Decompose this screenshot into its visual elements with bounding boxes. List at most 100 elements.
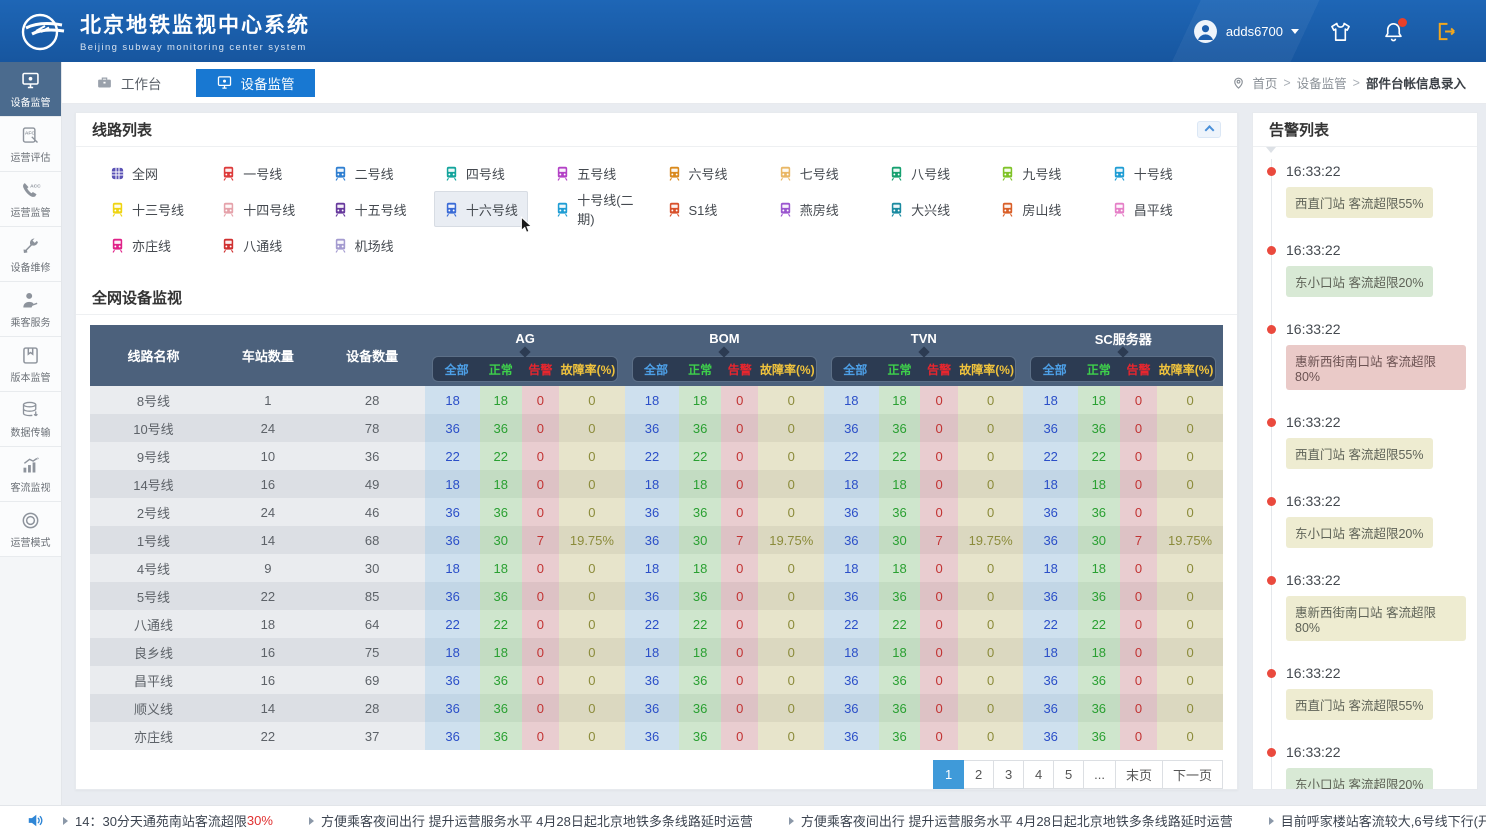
sidebar-item-数据传输[interactable]: 数据传输: [0, 392, 61, 447]
line-item-四号线[interactable]: 四号线: [434, 155, 515, 191]
table-row-9号线[interactable]: 9号线1036222200222200222200222200: [90, 442, 1223, 470]
line-item-八通线[interactable]: 八通线: [211, 227, 292, 263]
cell-line-name: 4号线: [90, 554, 217, 582]
alarm-item[interactable]: 16:33:22东小口站 客流超限20%: [1253, 242, 1467, 297]
page-button-5[interactable]: 5: [1053, 760, 1084, 789]
cell-value: 0: [1157, 470, 1223, 498]
cell-value: 36: [679, 722, 721, 750]
table-row-2号线[interactable]: 2号线2446363600363600363600363600: [90, 498, 1223, 526]
breadcrumb-item[interactable]: 首页: [1252, 73, 1277, 92]
line-item-昌平线[interactable]: 昌平线: [1102, 191, 1183, 227]
alarm-item[interactable]: 16:33:22西直门站 客流超限55%: [1253, 414, 1467, 469]
ticker-arrow-icon: [789, 817, 794, 825]
breadcrumb-item[interactable]: 设备监管: [1297, 73, 1347, 92]
cell-value: 0: [522, 582, 559, 610]
user-menu[interactable]: adds6700: [1193, 19, 1299, 44]
line-item-房山线[interactable]: 房山线: [990, 191, 1071, 227]
table-row-14号线[interactable]: 14号线1649181800181800181800181800: [90, 470, 1223, 498]
page-button-4[interactable]: 4: [1023, 760, 1054, 789]
cell-value: 0: [758, 610, 824, 638]
page-button-末页[interactable]: 末页: [1115, 760, 1163, 789]
cell-value: 7: [522, 526, 559, 554]
sidebar-item-乘客服务[interactable]: 乘客服务: [0, 282, 61, 337]
avatar-icon: [1193, 19, 1218, 44]
line-name: 六号线: [689, 164, 728, 183]
subcolumn-header: 正常: [480, 352, 522, 386]
table-row-8号线[interactable]: 8号线128181800181800181800181800: [90, 386, 1223, 414]
cell-value: 0: [1157, 694, 1223, 722]
line-item-九号线[interactable]: 九号线: [990, 155, 1071, 191]
tab-设备监管[interactable]: 设备监管: [196, 69, 315, 97]
sidebar-item-客流监视[interactable]: 客流监视: [0, 447, 61, 502]
notifications-button[interactable]: [1382, 20, 1405, 43]
line-item-二号线[interactable]: 二号线: [323, 155, 404, 191]
alarm-item[interactable]: 16:33:22东小口站 客流超限20%: [1253, 744, 1467, 790]
line-item-十五号线[interactable]: 十五号线: [323, 191, 417, 227]
table-row-八通线[interactable]: 八通线1864222200222200222200222200: [90, 610, 1223, 638]
alarm-item[interactable]: 16:33:22惠新西街南口站 客流超限80%: [1253, 572, 1467, 641]
page-button-3[interactable]: 3: [993, 760, 1024, 789]
group-header-SC服务器: SC服务器: [1023, 325, 1223, 352]
alarm-time: 16:33:22: [1286, 665, 1467, 681]
table-row-顺义线[interactable]: 顺义线1428363600363600363600363600: [90, 694, 1223, 722]
cell-value: 0: [920, 694, 957, 722]
table-row-4号线[interactable]: 4号线930181800181800181800181800: [90, 554, 1223, 582]
sidebar-item-设备维修[interactable]: 设备维修: [0, 227, 61, 282]
alarm-item[interactable]: 16:33:22西直门站 客流超限55%: [1253, 665, 1467, 720]
line-item-十号线[interactable]: 十号线: [1102, 155, 1183, 191]
sidebar-item-版本监管[interactable]: 版本监管: [0, 337, 61, 392]
table-row-亦庄线[interactable]: 亦庄线2237363600363600363600363600: [90, 722, 1223, 750]
table-row-5号线[interactable]: 5号线2285363600363600363600363600: [90, 582, 1223, 610]
sidebar-item-运营模式[interactable]: 运营模式: [0, 502, 61, 557]
logout-button[interactable]: [1435, 20, 1458, 43]
table-row-昌平线[interactable]: 昌平线1669363600363600363600363600: [90, 666, 1223, 694]
section-gap: [76, 269, 1237, 281]
page-button-下一页[interactable]: 下一页: [1162, 760, 1223, 789]
cell-value: 30: [1078, 526, 1120, 554]
line-item-S1线[interactable]: S1线: [657, 191, 728, 227]
afc-evaluate-icon: AFC: [20, 125, 41, 146]
line-item-六号线[interactable]: 六号线: [657, 155, 738, 191]
sidebar-item-运营评估[interactable]: AFC运营评估: [0, 117, 61, 172]
line-item-大兴线[interactable]: 大兴线: [879, 191, 960, 227]
cell-value: 0: [1157, 610, 1223, 638]
line-item-亦庄线[interactable]: 亦庄线: [100, 227, 181, 263]
column-header: 设备数量: [319, 325, 426, 386]
line-item-十三号线[interactable]: 十三号线: [100, 191, 194, 227]
sidebar-item-设备监管[interactable]: 设备监管: [0, 62, 61, 117]
line-item-八号线[interactable]: 八号线: [879, 155, 960, 191]
sidebar-item-label: 运营监管: [11, 204, 51, 219]
train-icon: [444, 202, 459, 217]
collapse-panel-button[interactable]: [1197, 121, 1221, 138]
line-item-机场线[interactable]: 机场线: [323, 227, 404, 263]
sidebar-item-运营监管[interactable]: ACC运营监管: [0, 172, 61, 227]
line-item-七号线[interactable]: 七号线: [768, 155, 849, 191]
cell-value: 0: [1120, 610, 1157, 638]
alarm-item[interactable]: 16:33:22西直门站 客流超限55%: [1253, 163, 1467, 218]
alarm-item[interactable]: 16:33:22惠新西街南口站 客流超限80%: [1253, 321, 1467, 390]
tab-工作台[interactable]: 工作台: [76, 69, 182, 97]
theme-skin-button[interactable]: [1329, 20, 1352, 43]
line-item-十号线(二期)[interactable]: 十号线(二期): [545, 191, 656, 227]
table-row-10号线[interactable]: 10号线2478363600363600363600363600: [90, 414, 1223, 442]
line-item-燕房线[interactable]: 燕房线: [768, 191, 849, 227]
alarm-panel-title: 告警列表: [1269, 119, 1329, 140]
line-item-一号线[interactable]: 一号线: [211, 155, 292, 191]
line-item-全网[interactable]: 全网: [100, 155, 168, 191]
line-item-十四号线[interactable]: 十四号线: [211, 191, 305, 227]
cell-value: 22: [1078, 442, 1120, 470]
page-button-2[interactable]: 2: [963, 760, 994, 789]
alarm-dot-icon: [1267, 246, 1276, 255]
cell-value: 0: [559, 666, 625, 694]
subcolumn-header: 故障率(%): [559, 352, 625, 386]
page-button-1[interactable]: 1: [933, 760, 964, 789]
line-item-五号线[interactable]: 五号线: [545, 155, 626, 191]
table-row-1号线[interactable]: 1号线14683630719.75%3630719.75%3630719.75%…: [90, 526, 1223, 554]
cell-value: 19.75%: [1157, 526, 1223, 554]
table-row-良乡线[interactable]: 良乡线1675181800181800181800181800: [90, 638, 1223, 666]
alarm-dot-icon: [1267, 325, 1276, 334]
line-item-十六号线[interactable]: 十六号线: [434, 191, 528, 227]
alarm-item[interactable]: 16:33:22东小口站 客流超限20%: [1253, 493, 1467, 548]
cell-value: 18: [824, 554, 878, 582]
cell-value: 36: [425, 722, 479, 750]
